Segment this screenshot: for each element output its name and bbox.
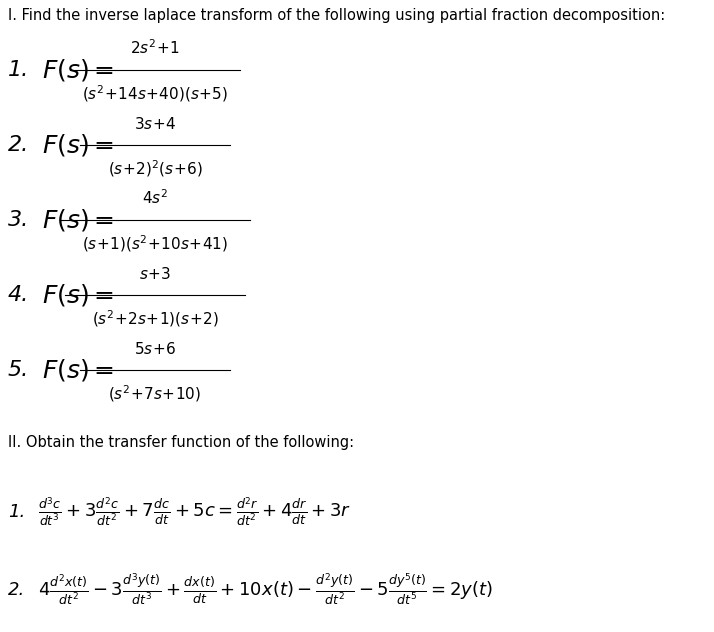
Text: $4s^2$: $4s^2$ — [142, 188, 168, 207]
Text: $\mathit{F}(\mathit{s})=$: $\mathit{F}(\mathit{s})=$ — [42, 57, 114, 83]
Text: 2.: 2. — [8, 135, 29, 155]
Text: 2.: 2. — [8, 581, 25, 599]
Text: 4.: 4. — [8, 285, 29, 305]
Text: 5.: 5. — [8, 360, 29, 380]
Text: $3s\!+\!4$: $3s\!+\!4$ — [134, 116, 176, 132]
Text: I. Find the inverse laplace transform of the following using partial fraction de: I. Find the inverse laplace transform of… — [8, 8, 665, 23]
Text: $s\!+\!3$: $s\!+\!3$ — [139, 266, 171, 282]
Text: 1.: 1. — [8, 503, 25, 521]
Text: $(s\!+\!1)(s^2\!+\!10s\!+\!41)$: $(s\!+\!1)(s^2\!+\!10s\!+\!41)$ — [82, 233, 228, 253]
Text: $5s\!+\!6$: $5s\!+\!6$ — [134, 341, 176, 357]
Text: $4\frac{d^2x(t)}{dt^2}-3\frac{d^3y(t)}{dt^3}+\frac{dx(t)}{dt}+10x(t)-\frac{d^2y(: $4\frac{d^2x(t)}{dt^2}-3\frac{d^3y(t)}{d… — [38, 572, 493, 608]
Text: $\mathit{F}(\mathit{s})=$: $\mathit{F}(\mathit{s})=$ — [42, 357, 114, 383]
Text: $\mathit{F}(\mathit{s})=$: $\mathit{F}(\mathit{s})=$ — [42, 132, 114, 158]
Text: $\mathit{F}(\mathit{s})=$: $\mathit{F}(\mathit{s})=$ — [42, 282, 114, 308]
Text: II. Obtain the transfer function of the following:: II. Obtain the transfer function of the … — [8, 435, 354, 450]
Text: $(s^2\!+\!2s\!+\!1)(s\!+\!2)$: $(s^2\!+\!2s\!+\!1)(s\!+\!2)$ — [91, 308, 218, 329]
Text: $2s^2\!+\!1$: $2s^2\!+\!1$ — [130, 39, 180, 57]
Text: $\mathit{F}(\mathit{s})=$: $\mathit{F}(\mathit{s})=$ — [42, 207, 114, 233]
Text: 1.: 1. — [8, 60, 29, 80]
Text: $\frac{d^3c}{dt^3}+3\frac{d^2c}{dt^2}+7\frac{dc}{dt}+5c=\frac{d^2r}{dt^2}+4\frac: $\frac{d^3c}{dt^3}+3\frac{d^2c}{dt^2}+7\… — [38, 495, 351, 529]
Text: $(s\!+\!2)^2(s\!+\!6)$: $(s\!+\!2)^2(s\!+\!6)$ — [108, 158, 202, 179]
Text: $(s^2\!+\!7s\!+\!10)$: $(s^2\!+\!7s\!+\!10)$ — [109, 383, 201, 404]
Text: $(s^2\!+\!14s\!+\!40)(s\!+\!5)$: $(s^2\!+\!14s\!+\!40)(s\!+\!5)$ — [82, 83, 228, 104]
Text: 3.: 3. — [8, 210, 29, 230]
